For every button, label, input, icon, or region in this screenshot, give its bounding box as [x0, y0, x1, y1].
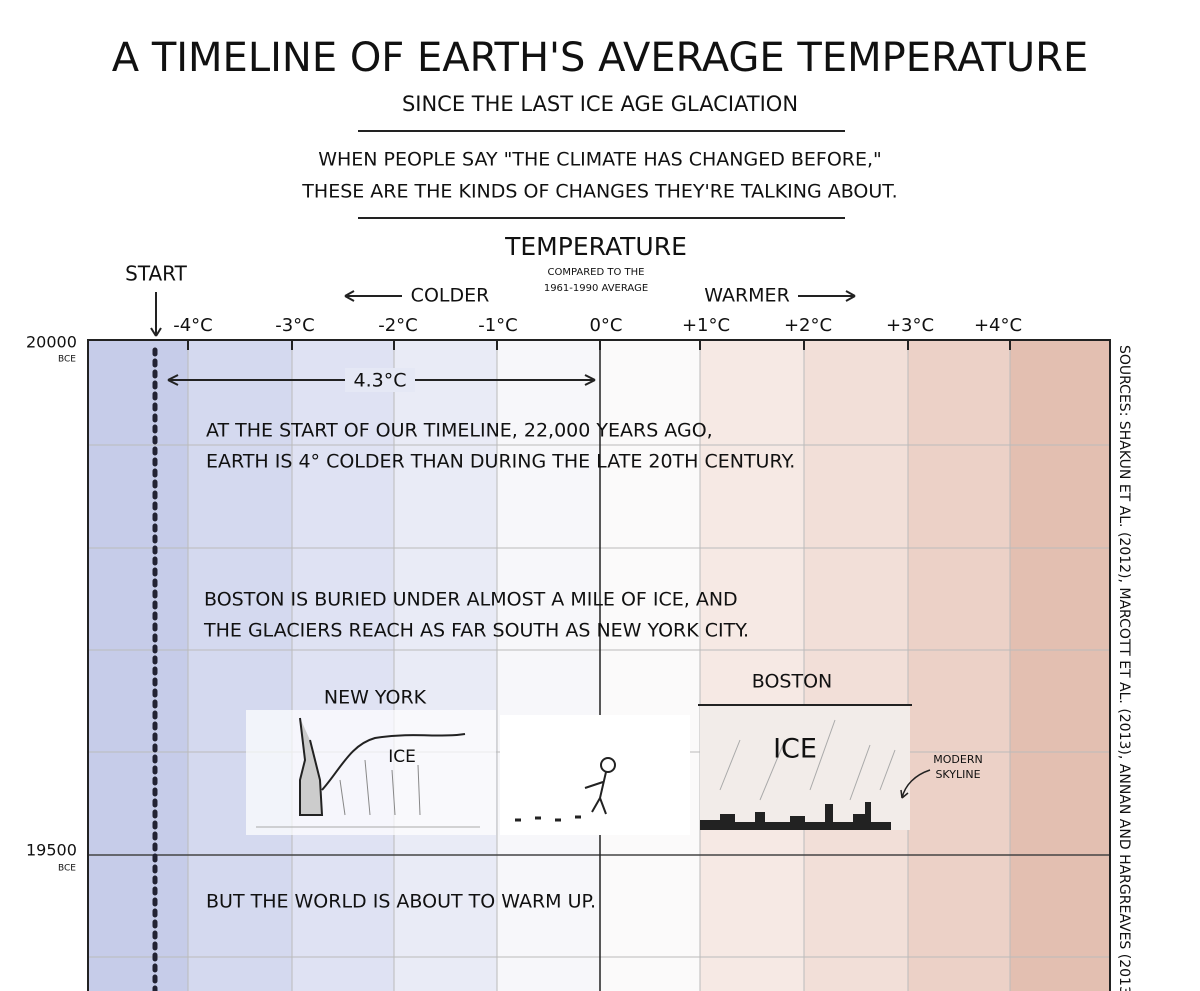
blizzard-scene: [500, 715, 690, 835]
gap-label-bg: [345, 368, 415, 392]
narration: AT THE START OF OUR TIMELINE, 22,000 YEA…: [203, 420, 795, 913]
narration-line: BUT THE WORLD IS ABOUT TO WARM UP.: [206, 891, 596, 913]
tick-label: +4°C: [974, 315, 1022, 336]
person-head: [600, 757, 616, 773]
scene-label: SKYLINE: [935, 768, 980, 781]
band: [497, 340, 600, 991]
tick-label: -4°C: [173, 315, 213, 336]
tick-label: -2°C: [378, 315, 418, 336]
skyline-arrow: [900, 769, 931, 799]
scene-label: MODERN: [933, 753, 982, 766]
colder-label: COLDER: [411, 285, 490, 307]
narration-line: AT THE START OF OUR TIMELINE, 22,000 YEA…: [206, 420, 713, 442]
person-body: [584, 771, 607, 815]
band: [292, 340, 394, 991]
new-york-scene: NEW YORK ICE: [246, 687, 496, 835]
scene-label: ICE: [773, 734, 817, 765]
panel-bg: [500, 715, 690, 835]
statue: [299, 717, 324, 816]
tick-label: -1°C: [478, 315, 518, 336]
band: [394, 340, 497, 991]
boston-scene: BOSTON ICE MODERN SKYLINE: [698, 671, 983, 830]
band: [804, 340, 908, 991]
start-arrow: [150, 292, 162, 337]
axis-note: 1961-1990 AVERAGE: [544, 283, 648, 294]
tick-label: -3°C: [275, 315, 315, 336]
band: [600, 340, 700, 991]
sources: SOURCES: SHAKUN ET AL. (2012), MARCOTT E…: [1116, 345, 1132, 991]
panel-bg: [246, 710, 496, 835]
band: [1010, 340, 1110, 991]
era-label: BCE: [58, 355, 76, 365]
scene-label: BOSTON: [752, 671, 833, 693]
band: [88, 340, 188, 991]
year-label: 19500: [26, 841, 77, 860]
panel-bg: [700, 705, 910, 830]
warmer-label: WARMER: [704, 285, 790, 307]
era-label: BCE: [58, 864, 76, 874]
subtitle: SINCE THE LAST ICE AGE GLACIATION: [402, 92, 798, 116]
glacier-edge: [321, 733, 466, 791]
tick-labels: -4°C -3°C -2°C -1°C 0°C +1°C +2°C +3°C +…: [173, 315, 1022, 336]
skyline: [700, 802, 891, 830]
tick-label: 0°C: [589, 315, 622, 336]
band: [700, 340, 804, 991]
axis-note: COMPARED TO THE: [548, 267, 645, 278]
warmer-arrow: [798, 290, 856, 302]
start-label: START: [125, 262, 187, 286]
tick-label: +2°C: [784, 315, 832, 336]
narration-line: EARTH IS 4° COLDER THAN DURING THE LATE …: [206, 451, 795, 473]
gap-label: 4.3°C: [354, 370, 407, 392]
year-label: 20000: [26, 333, 77, 352]
intro-line: THESE ARE THE KINDS OF CHANGES THEY'RE T…: [301, 181, 897, 203]
footprints: [515, 815, 581, 822]
intro-line: WHEN PEOPLE SAY "THE CLIMATE HAS CHANGED…: [318, 149, 882, 171]
axis-title: TEMPERATURE: [504, 232, 687, 261]
axis-ticks: [187, 340, 1011, 350]
scene-label: ICE: [388, 747, 416, 767]
tick-label: +1°C: [682, 315, 730, 336]
band: [908, 340, 1010, 991]
narration-line: THE GLACIERS REACH AS FAR SOUTH AS NEW Y…: [203, 620, 749, 642]
colder-arrow: [344, 290, 402, 302]
temperature-bands: [88, 340, 1110, 991]
title: A TIMELINE OF EARTH'S AVERAGE TEMPERATUR…: [112, 35, 1089, 81]
tick-label: +3°C: [886, 315, 934, 336]
ice-texture: [719, 719, 896, 801]
band: [188, 340, 292, 991]
narration-line: BOSTON IS BURIED UNDER ALMOST A MILE OF …: [204, 589, 738, 611]
ice-texture: [339, 759, 421, 816]
scene-label: NEW YORK: [324, 687, 427, 709]
